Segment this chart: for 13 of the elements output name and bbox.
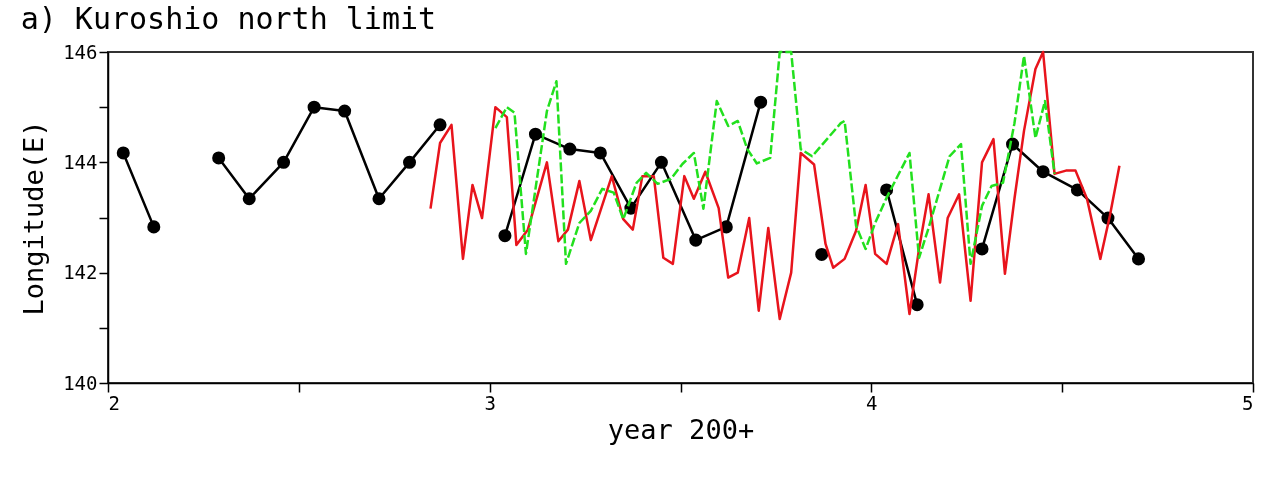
- y-tick-label: 144: [63, 150, 98, 173]
- x-tick-label: 4: [866, 391, 878, 414]
- line-series: [429, 50, 1121, 321]
- y-axis-title: Longitude(E): [18, 120, 50, 316]
- y-tick-label: 140: [63, 371, 98, 394]
- x-tick-label: 2: [108, 391, 120, 414]
- line-series: [494, 50, 1056, 266]
- y-tick-label: 146: [63, 40, 98, 63]
- x-axis-title: year 200+: [607, 413, 755, 445]
- x-tick-label: 3: [484, 391, 496, 414]
- x-tick-label: 5: [1242, 391, 1254, 414]
- chart-title: a) Kuroshio north limit: [20, 1, 437, 36]
- y-tick-label: 142: [63, 261, 98, 284]
